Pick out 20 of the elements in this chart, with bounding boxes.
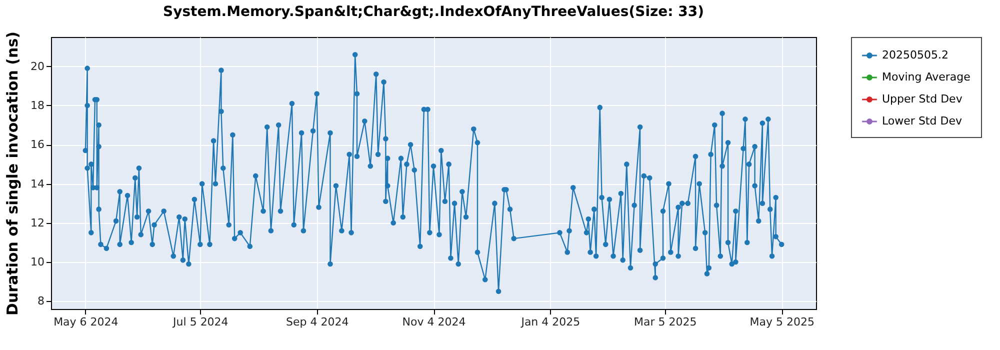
- y-tick-label: 18: [30, 98, 44, 112]
- y-tick-label: 10: [30, 256, 44, 269]
- y-tick-label: 8: [38, 294, 44, 308]
- x-tick-label: Jan 4 2025: [520, 316, 580, 328]
- legend-label: Lower Std Dev: [882, 114, 962, 128]
- x-tick-label: Sep 4 2024: [286, 316, 349, 328]
- legend-label: Upper Std Dev: [882, 92, 963, 106]
- x-tick-label: Nov 4 2024: [402, 316, 466, 328]
- legend-label: 20250505.2: [882, 48, 948, 62]
- y-tick-label: 20: [30, 60, 44, 73]
- y-tick-label: 12: [30, 216, 44, 230]
- x-tick-label: Jul 5 2024: [172, 316, 228, 328]
- x-tick-label: May 6 2024: [54, 316, 118, 328]
- chart-title: System.Memory.Span&lt;Char&gt;.IndexOfAnyThreeValues(Size: 33): [162, 4, 704, 20]
- y-tick-label: 16: [30, 138, 44, 152]
- x-tick-label: Mar 5 2025: [634, 316, 697, 328]
- y-axis-title: Duration of single invocation (ns): [4, 32, 22, 316]
- x-tick-label: May 5 2025: [750, 316, 814, 328]
- y-tick-label: 14: [30, 177, 44, 190]
- legend-label: Moving Average: [882, 70, 971, 84]
